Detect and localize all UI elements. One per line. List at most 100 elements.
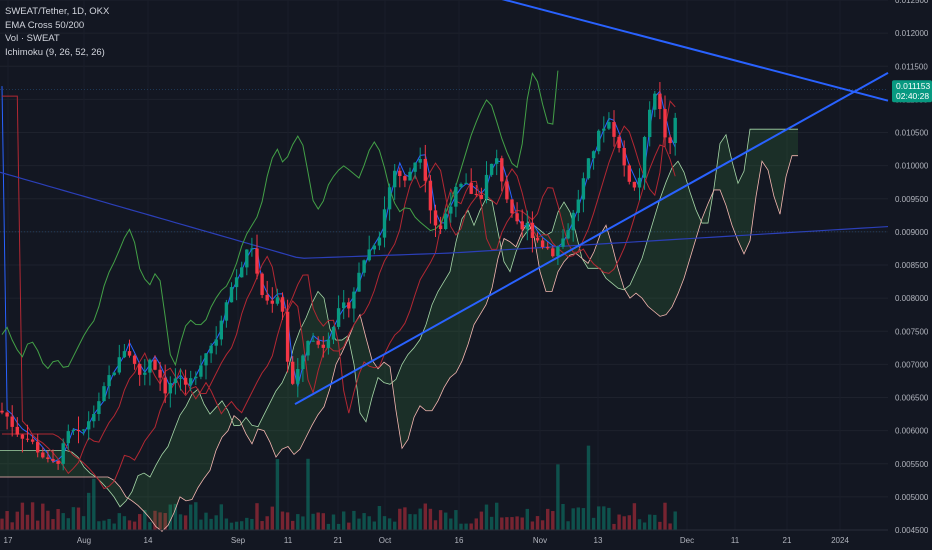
price-tick-label: 0.011500 (895, 62, 928, 71)
last-price-value: 0.011153 (896, 81, 930, 91)
chart-legend: SWEAT/Tether, 1D, OKX EMA Cross 50/200 V… (5, 5, 109, 59)
legend-ichimoku[interactable]: Ichimoku (9, 26, 52, 26) (5, 46, 105, 58)
volume-bar (229, 522, 234, 530)
candle-body (449, 206, 453, 214)
candle-body (357, 272, 361, 292)
volume-bar (530, 521, 535, 530)
candle-body (566, 230, 570, 239)
candle-body (454, 186, 458, 207)
candle-body (336, 308, 341, 327)
time-tick-label: Nov (533, 536, 547, 545)
price-tick-label: 0.008500 (895, 261, 929, 270)
candle-body (520, 221, 524, 230)
volume-bar (291, 520, 295, 530)
legend-volume[interactable]: Vol · SWEAT (5, 33, 60, 44)
candle-body (362, 260, 366, 273)
candle-body (525, 222, 529, 230)
candle-body (250, 248, 254, 250)
candle-body (87, 421, 91, 430)
candle-body (56, 460, 60, 464)
last-price-tag[interactable]: 0.011153 02:40:28 (892, 80, 932, 103)
candle-body (224, 302, 229, 321)
descending-trend-line (501, 0, 889, 102)
price-tick-label: 0.005500 (895, 460, 929, 469)
time-tick-label: 11 (284, 536, 293, 545)
volume-bar (296, 514, 300, 530)
volume-bars (0, 445, 677, 530)
candle-body (438, 225, 443, 230)
volume-bar (648, 514, 652, 530)
volume-bar (321, 513, 325, 530)
candle-body (183, 377, 188, 385)
volume-bar (393, 521, 397, 530)
volume-bar (311, 513, 315, 530)
volume-bar (132, 521, 137, 530)
volume-bar (285, 512, 290, 530)
symbol-title[interactable]: SWEAT/Tether, 1D, OKX (5, 6, 110, 17)
candle-body (316, 340, 320, 345)
candle-body (342, 302, 346, 309)
candle-body (76, 429, 81, 431)
volume-bar (214, 515, 218, 530)
volume-bar (433, 520, 438, 530)
volume-bar (71, 507, 76, 530)
volume-bar (260, 521, 264, 530)
candle-body (270, 300, 274, 304)
volume-bar (102, 520, 106, 530)
candle-body (214, 339, 218, 346)
volume-bar (637, 519, 642, 530)
candle-body (173, 378, 178, 384)
volume-bar (607, 507, 611, 530)
volume-bar (81, 516, 86, 530)
candle-body (240, 267, 244, 278)
candle-body (607, 122, 611, 129)
volume-bar (92, 478, 96, 530)
candle-body (41, 452, 45, 458)
price-tick-label: 0.012500 (895, 0, 929, 5)
volume-bar (418, 508, 422, 530)
time-tick-label: 2024 (831, 536, 849, 545)
volume-bar (280, 511, 285, 530)
trend-lines (0, 0, 889, 405)
volume-bar (540, 520, 545, 530)
candle-body (143, 372, 147, 375)
candle-body (234, 277, 239, 288)
volume-bar (61, 513, 65, 530)
candle-body (602, 128, 606, 131)
volume-bar (112, 523, 116, 530)
volume-bar (464, 523, 468, 530)
candle-body (20, 434, 25, 439)
volume-bar (331, 514, 336, 530)
candle-body (418, 159, 422, 163)
candle-body (423, 159, 427, 181)
volume-bar (362, 513, 366, 530)
candle-body (66, 431, 70, 444)
volume-bar (428, 508, 433, 530)
candle-body (561, 238, 565, 247)
candle-body (352, 291, 356, 309)
volume-bar (189, 504, 193, 530)
time-tick-label: 21 (783, 536, 792, 545)
price-tick-label: 0.006500 (895, 394, 929, 403)
volume-bar (581, 508, 586, 530)
volume-bar (622, 516, 626, 530)
candle-body (535, 237, 540, 241)
volume-bar (556, 464, 560, 530)
candle-body (663, 109, 667, 138)
volume-bar (566, 521, 570, 530)
volume-bar (515, 516, 519, 530)
volume-bar (469, 523, 473, 530)
volume-bar (306, 458, 310, 530)
volume-bar (423, 503, 427, 530)
candle-body (132, 355, 137, 364)
legend-ema[interactable]: EMA Cross 50/200 (5, 19, 85, 31)
candle-body (97, 401, 101, 415)
time-tick-label: Oct (379, 536, 392, 545)
volume-bar (30, 502, 35, 530)
candle-body (540, 240, 545, 248)
candle-body (403, 176, 407, 181)
volume-bar (673, 511, 677, 530)
candle-body (0, 410, 4, 413)
candle-body (571, 212, 575, 231)
